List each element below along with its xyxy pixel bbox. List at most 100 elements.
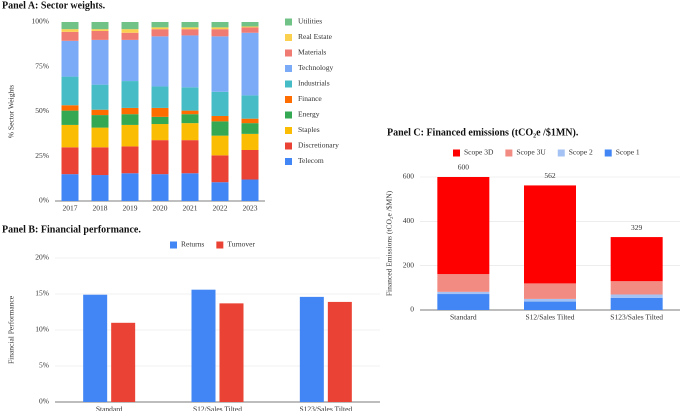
bar: [299, 296, 324, 402]
chart-title: Panel B: Financial performance.: [2, 224, 141, 235]
bar-segment: [211, 121, 229, 136]
y-axis-label: Financed Emissions (tCO₂e /$MN): [385, 190, 394, 296]
x-tick-label: S12/Sales Tilted: [193, 405, 242, 411]
y-tick-label: 5%: [39, 361, 49, 370]
bar-segment: [91, 22, 109, 30]
legend-swatch: [285, 65, 292, 72]
legend-label: Energy: [298, 110, 320, 119]
legend-swatch: [285, 127, 292, 134]
x-tick-label: S123/Sales Tilted: [610, 313, 663, 322]
legend-swatch: [505, 149, 513, 157]
bar-segment: [610, 237, 663, 282]
bar-segment: [151, 36, 169, 87]
legend-swatch: [285, 34, 292, 41]
bar: [191, 289, 216, 402]
bar-segment: [121, 114, 139, 125]
bar-segment: [181, 87, 199, 111]
bar-segment: [121, 29, 139, 33]
bar-segment: [181, 173, 199, 201]
legend-swatch: [216, 241, 224, 249]
bar-segment: [91, 175, 109, 201]
chart-title: Panel C: Financed emissions (tCO₂e /$1MN…: [387, 127, 579, 138]
x-tick-label: 2018: [93, 204, 108, 213]
x-tick-label: 2022: [213, 204, 228, 213]
legend-label: Telecom: [298, 156, 324, 165]
bar-segment: [151, 22, 169, 28]
bar-segment: [151, 29, 169, 37]
bar-segment: [61, 31, 79, 41]
legend-swatch: [285, 111, 292, 119]
bar-segment: [151, 116, 169, 125]
bar-segment: [151, 140, 169, 175]
bar-segment: [524, 185, 576, 284]
legend-label: Discretionary: [298, 141, 339, 150]
legend-label: Real Estate: [298, 32, 333, 41]
bar-segment: [121, 124, 139, 147]
bar-segment: [91, 30, 109, 40]
bar: [219, 303, 244, 402]
bar-segment: [610, 297, 663, 310]
y-tick-label: 0%: [39, 196, 49, 205]
legend-swatch: [604, 149, 612, 157]
bar-segment: [91, 39, 109, 85]
legend-swatch: [557, 149, 565, 157]
total-label: 562: [544, 171, 556, 180]
y-axis-label: % Sector Weights: [7, 85, 16, 138]
x-tick-label: 2017: [63, 204, 78, 213]
y-tick-label: 10%: [35, 325, 49, 334]
x-tick-label: 2020: [153, 204, 168, 213]
y-tick-label: 50%: [35, 106, 49, 115]
bar-segment: [91, 147, 109, 176]
bar-segment: [121, 39, 139, 82]
bar-segment: [211, 36, 229, 92]
legend-label: Turnover: [227, 240, 255, 249]
legend-swatch: [285, 18, 292, 26]
bar-segment: [241, 133, 259, 150]
bar-segment: [121, 22, 139, 30]
legend-swatch: [170, 241, 177, 249]
bar-segment: [241, 26, 259, 28]
bar-segment: [181, 123, 199, 141]
y-tick-label: 15%: [35, 289, 49, 298]
bar-segment: [241, 118, 259, 124]
bar-segment: [437, 274, 490, 292]
legend-label: Returns: [181, 240, 204, 249]
x-tick-label: S12/Sales Tilted: [526, 313, 575, 322]
bar-segment: [241, 32, 259, 96]
bar-segment: [151, 107, 169, 117]
y-tick-label: 400: [403, 216, 415, 225]
y-tick-label: 75%: [35, 61, 49, 70]
bar-segment: [61, 147, 79, 175]
x-tick-label: Standard: [450, 313, 477, 322]
legend-label: Materials: [298, 48, 326, 57]
bar-segment: [241, 22, 259, 27]
legend-label: Scope 2: [569, 148, 593, 157]
bar-segment: [437, 291, 490, 295]
bar-segment: [151, 86, 169, 108]
y-tick-label: 20%: [35, 253, 49, 262]
total-label: 329: [631, 223, 643, 232]
bar-segment: [524, 301, 576, 310]
bar-segment: [211, 182, 229, 201]
bar-segment: [61, 40, 79, 77]
bar-segment: [181, 140, 199, 174]
bar-segment: [61, 124, 79, 148]
bar: [83, 294, 108, 402]
bar-segment: [211, 155, 229, 183]
legend-swatch: [285, 80, 292, 88]
y-tick-label: 200: [403, 260, 415, 269]
bar-segment: [211, 27, 229, 30]
bar-segment: [211, 91, 229, 116]
bar-segment: [61, 110, 79, 125]
bar-segment: [181, 27, 199, 30]
legend-label: Scope 3U: [516, 148, 546, 157]
bar-segment: [151, 27, 169, 30]
bar-segment: [211, 115, 229, 122]
bar-segment: [181, 22, 199, 28]
legend-label: Utilities: [298, 17, 322, 26]
bar-segment: [91, 115, 109, 128]
x-tick-label: Standard: [96, 405, 123, 411]
bar-segment: [91, 29, 109, 31]
bar-segment: [241, 27, 259, 33]
